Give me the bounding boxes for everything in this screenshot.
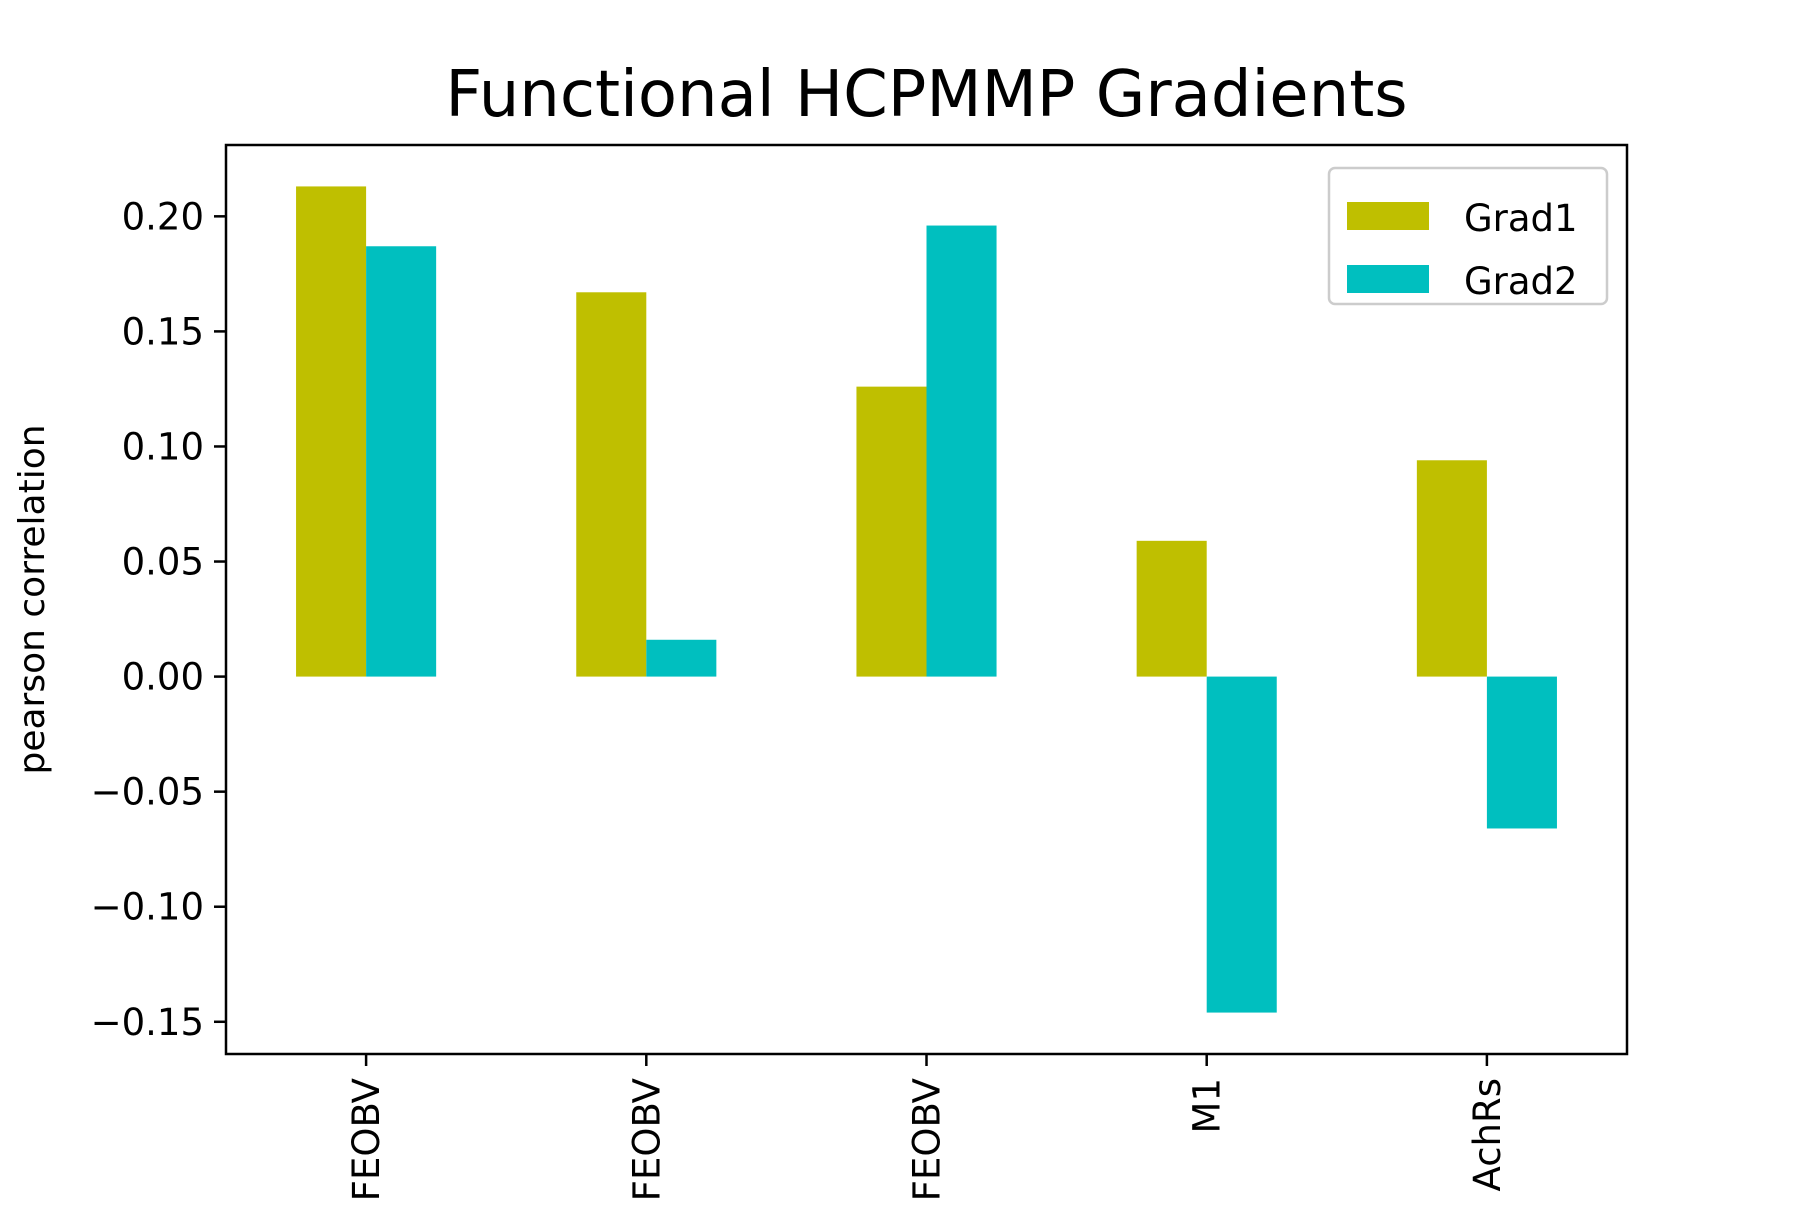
legend-label-grad2: Grad2 [1464,260,1578,303]
bar-grad2-1 [366,246,437,677]
bar-grad1-4 [1136,540,1207,677]
y-tick-label: 0.00 [122,656,204,699]
x-tick-label: FEOBV [345,1078,388,1200]
y-tick-label: 0.20 [122,195,204,238]
bar-grad1-2 [576,292,647,677]
x-tick-label: AchRs [1466,1078,1509,1191]
bar-grad2-4 [1206,676,1277,1013]
bar-grad2-2 [646,639,717,677]
x-tick-label: FEOBV [906,1078,949,1200]
legend-label-grad1: Grad1 [1464,197,1578,240]
legend-swatch-grad2 [1347,265,1429,293]
bar-grad1-3 [856,386,927,677]
plot-area: 0.20 0.15 0.10 0.05 0.00 −0.05 −0.10 −0.15 FEOBV… [91,143,1629,1201]
y-tick-label: −0.10 [91,886,204,929]
bar-grad2-5 [1486,676,1557,829]
x-tick-label: FEOBV [625,1078,668,1200]
bar-grad1-5 [1416,460,1487,677]
y-tick-label: 0.05 [122,541,204,584]
legend: Grad1 Grad2 [1327,166,1609,306]
y-tick-label: −0.15 [91,1001,204,1044]
y-tick-label: 0.10 [122,425,204,468]
chart-title: Functional HCPMMP Gradients [445,58,1407,132]
bar-grad2-3 [926,225,997,677]
legend-swatch-grad1 [1347,202,1429,230]
y-axis-label: pearson correlation [12,424,53,774]
x-tick-label: M1 [1186,1078,1229,1133]
y-tick-label: 0.15 [122,310,204,353]
bar-grad1-1 [296,186,367,677]
y-tick-label: −0.05 [91,771,204,814]
